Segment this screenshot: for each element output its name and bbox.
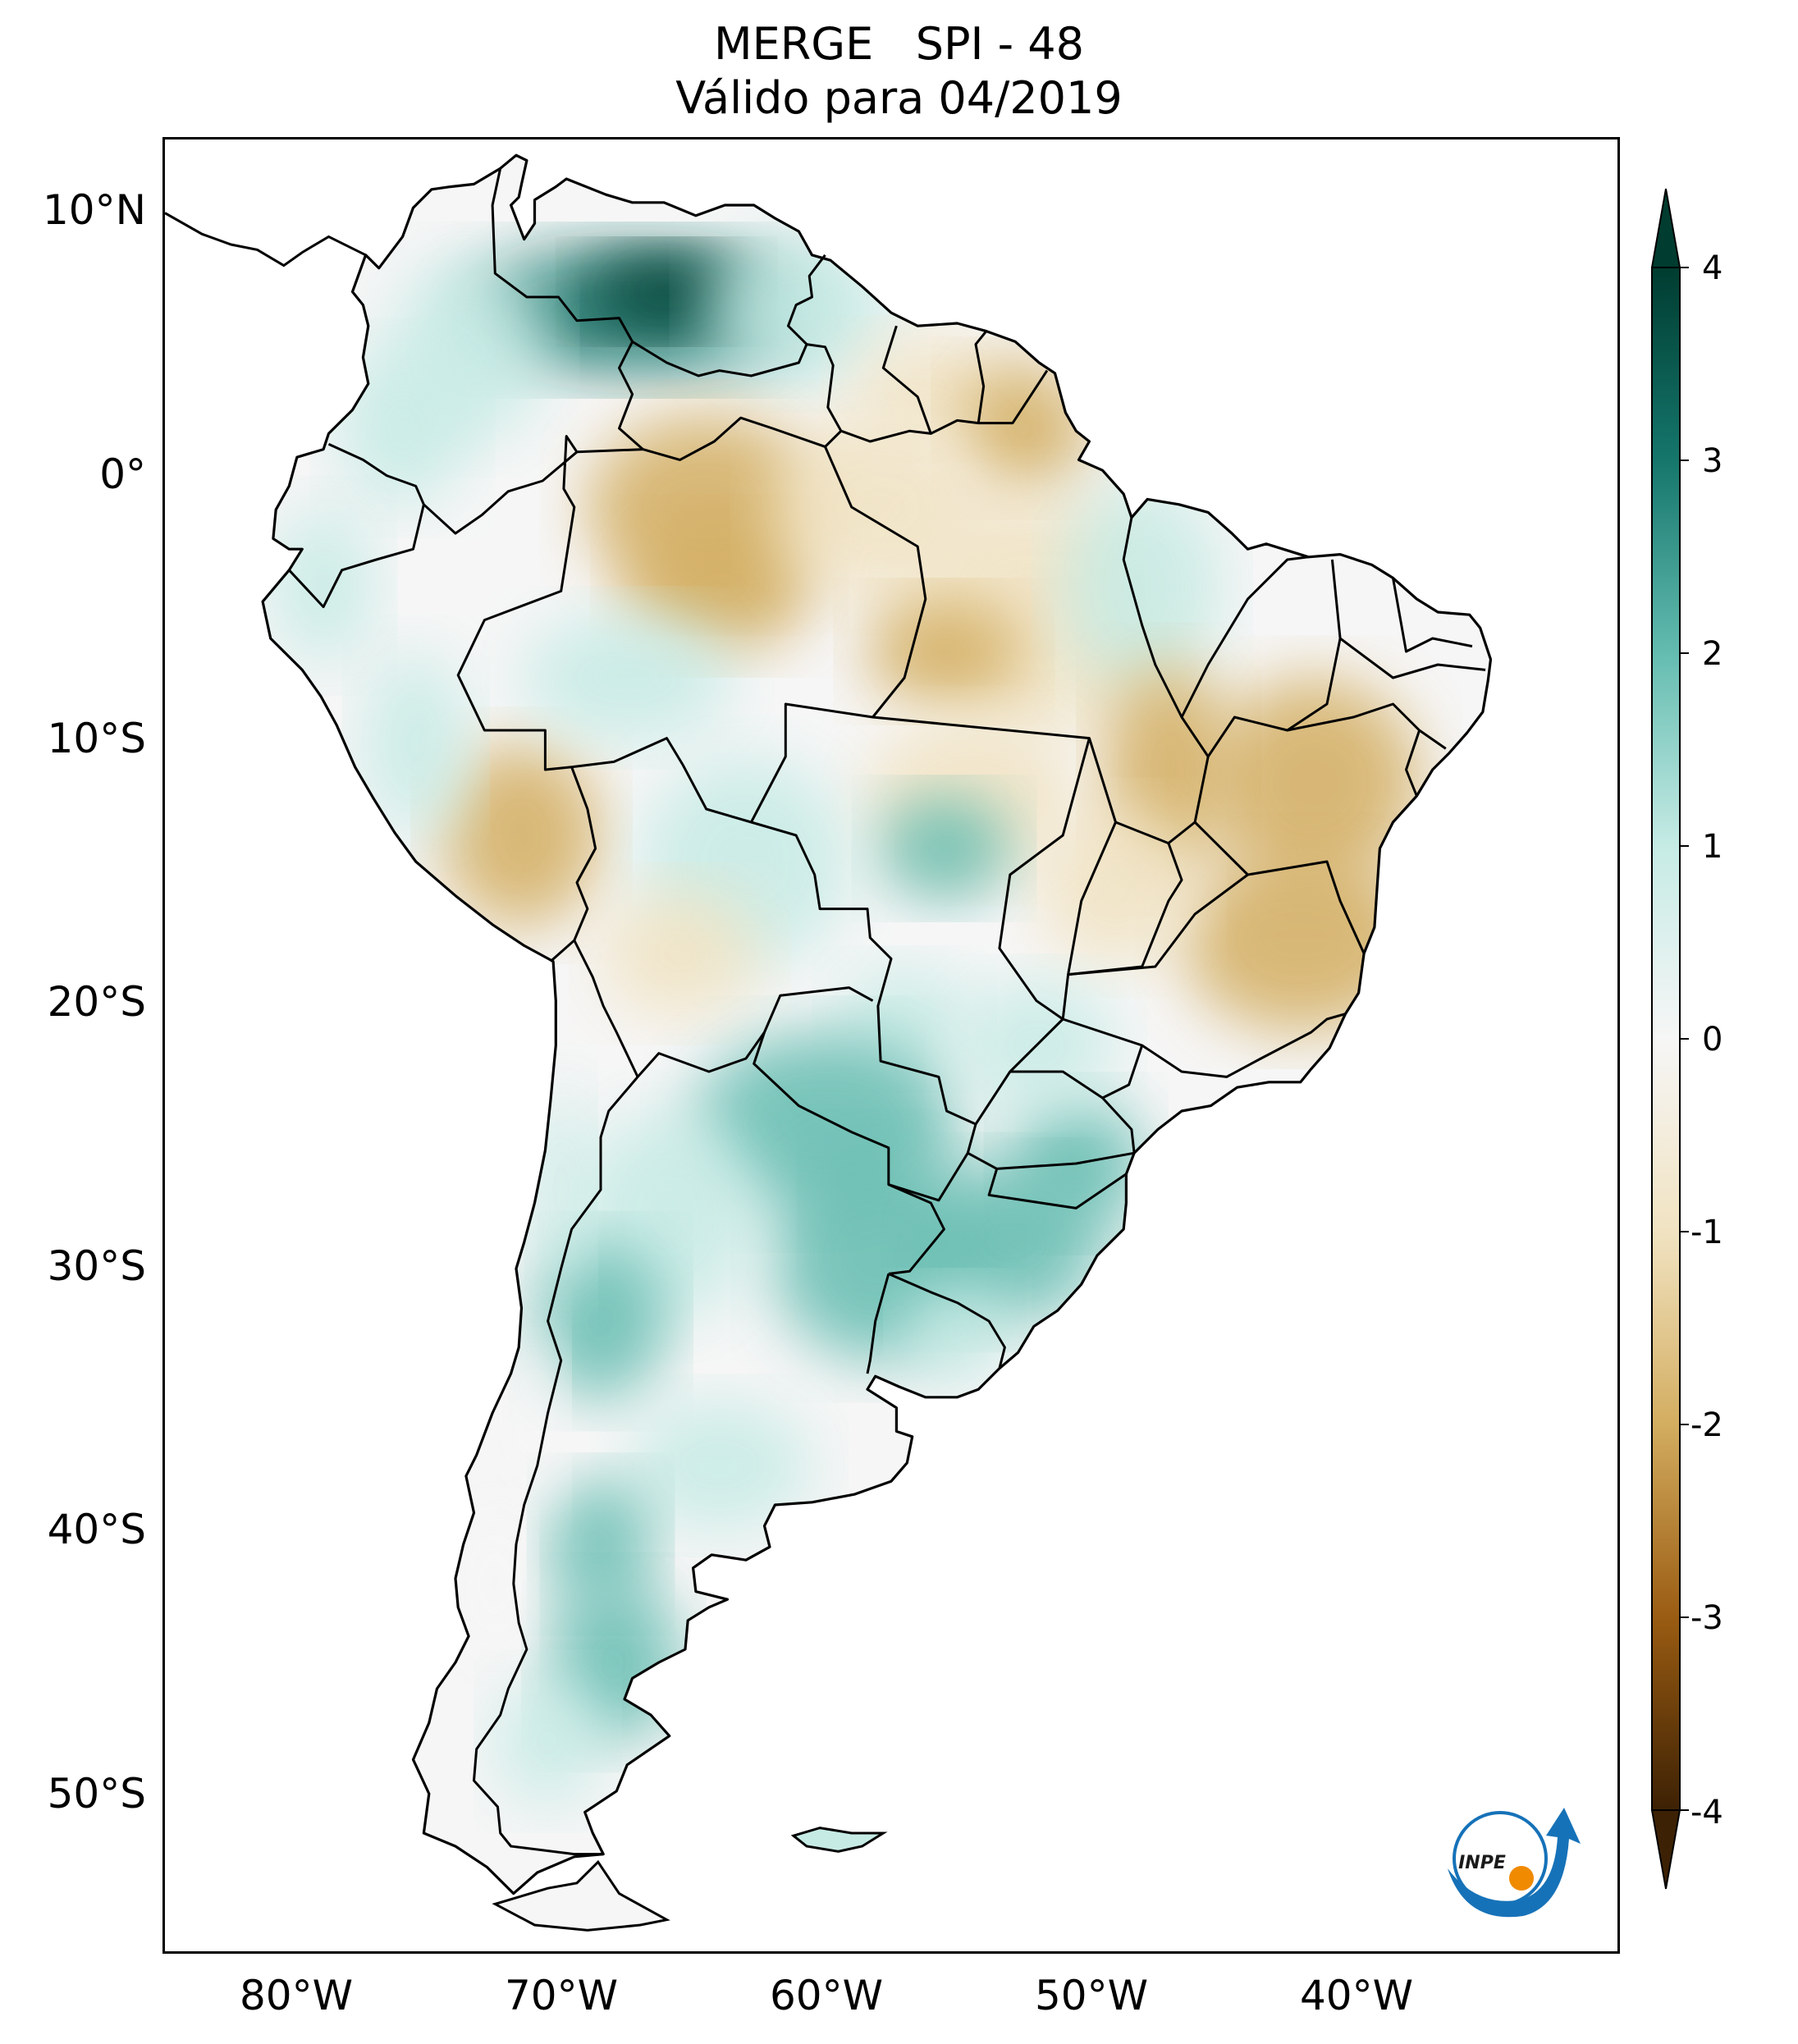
spi-anomaly-patch (627, 520, 812, 652)
colorbar-label-1: 1 (1702, 828, 1723, 866)
colorbar-label-4: 4 (1702, 249, 1723, 287)
border-line (491, 167, 644, 450)
border-line (1287, 702, 1447, 750)
border-line (456, 435, 977, 1154)
map-panel (162, 137, 1620, 1954)
colorbar-ticks (1680, 267, 1689, 1811)
lat-label-50s: 50°S (47, 1770, 146, 1818)
map-subtitle: Válido para 04/2019 (675, 72, 1123, 124)
border-line (750, 446, 927, 823)
border-line (1339, 637, 1486, 679)
spi-anomaly-patch (601, 888, 759, 1019)
spi-map (165, 153, 1493, 1932)
spi-anomaly-patch (904, 1287, 1010, 1382)
spi-anomaly-patch (521, 612, 733, 743)
inpe-logo: INPE (1448, 1808, 1581, 1918)
lat-label-30s: 30°S (47, 1242, 146, 1290)
border-line (1392, 578, 1473, 653)
country-borders (288, 167, 1486, 1856)
lat-label-0: 0° (99, 450, 146, 498)
border-line (473, 1076, 639, 1856)
border-line (866, 1273, 890, 1374)
spi-anomaly-patch (877, 796, 1010, 901)
border-line (1061, 873, 1346, 1078)
spi-anomaly-patch (588, 252, 746, 332)
border-line (573, 940, 874, 1078)
spi-anomaly-patch (442, 743, 601, 927)
colorbar-extend-top (1650, 188, 1681, 268)
colorbar-label-2: 2 (1702, 635, 1723, 673)
border-line (631, 254, 826, 377)
map-title: MERGE SPI - 48 (714, 18, 1084, 70)
lat-label-10n: 10°N (42, 186, 146, 234)
border-line (1194, 821, 1366, 954)
border-line (974, 738, 1091, 1125)
spi-anomaly-patch (1182, 848, 1420, 1032)
spi-anomaly-patch (1063, 481, 1222, 691)
colorbar-label-neg4: -4 (1690, 1794, 1723, 1831)
spi-anomaly-patch (495, 1676, 601, 1807)
border-line (930, 330, 988, 435)
lon-label-40w: 40°W (1299, 1972, 1414, 2019)
spi-anomaly-patch (270, 507, 377, 665)
colorbar-label-neg2: -2 (1690, 1406, 1723, 1444)
colorbar-gradient (1651, 267, 1681, 1811)
border-line (888, 1273, 1006, 1369)
spi-anomaly-patch (1208, 678, 1420, 888)
tierra-del-fuego (492, 1859, 670, 1932)
lon-label-70w: 70°W (504, 1972, 619, 2019)
colorbar (1650, 188, 1689, 1890)
border-line (753, 1031, 969, 1202)
caribbean-coast (165, 212, 367, 268)
spi-anomaly-patch (547, 1479, 654, 1610)
colorbar-label-neg3: -3 (1690, 1599, 1723, 1637)
border-line (1206, 559, 1342, 757)
coastline (261, 153, 1493, 1895)
spi-anomaly-patch (363, 652, 469, 835)
border-line (967, 1096, 1136, 1170)
colorbar-extend-bottom (1650, 1809, 1681, 1890)
land-layer (263, 155, 1491, 1894)
falkland-islands (790, 1827, 888, 1853)
spi-anomaly-patch (463, 1505, 527, 1662)
spi-anomaly-patch (627, 1400, 812, 1531)
lat-label-20s: 20°S (47, 978, 146, 1026)
logo-text: INPE (1458, 1853, 1506, 1873)
spi-anomaly-patch (957, 363, 1090, 494)
lon-label-60w: 60°W (769, 1972, 884, 2019)
lon-label-80w: 80°W (239, 1972, 354, 2019)
colorbar-label-0: 0 (1702, 1021, 1723, 1059)
spi-anomaly-patch (864, 599, 1023, 704)
lat-label-10s: 10°S (47, 715, 146, 762)
spi-anomaly-patch (508, 1321, 561, 1505)
lon-label-50w: 50°W (1034, 1972, 1149, 2019)
colorbar-label-3: 3 (1702, 442, 1723, 480)
border-line (288, 504, 425, 609)
spi-anomaly-patch (336, 350, 469, 507)
spi-anomaly-patch (534, 1085, 588, 1295)
border-line (327, 442, 578, 535)
border-line (888, 1183, 945, 1275)
logo-swoosh (1448, 1808, 1581, 1918)
border-line (978, 369, 1049, 425)
border-line (1180, 556, 1309, 718)
border-line (806, 325, 932, 443)
lat-label-40s: 40°S (47, 1506, 146, 1553)
logo-sun-dot (1509, 1866, 1534, 1891)
spi-anomaly-fields (270, 236, 1420, 1807)
border-line (1405, 729, 1421, 797)
border-line (987, 1168, 1128, 1209)
colorbar-label-neg1: -1 (1690, 1214, 1723, 1251)
